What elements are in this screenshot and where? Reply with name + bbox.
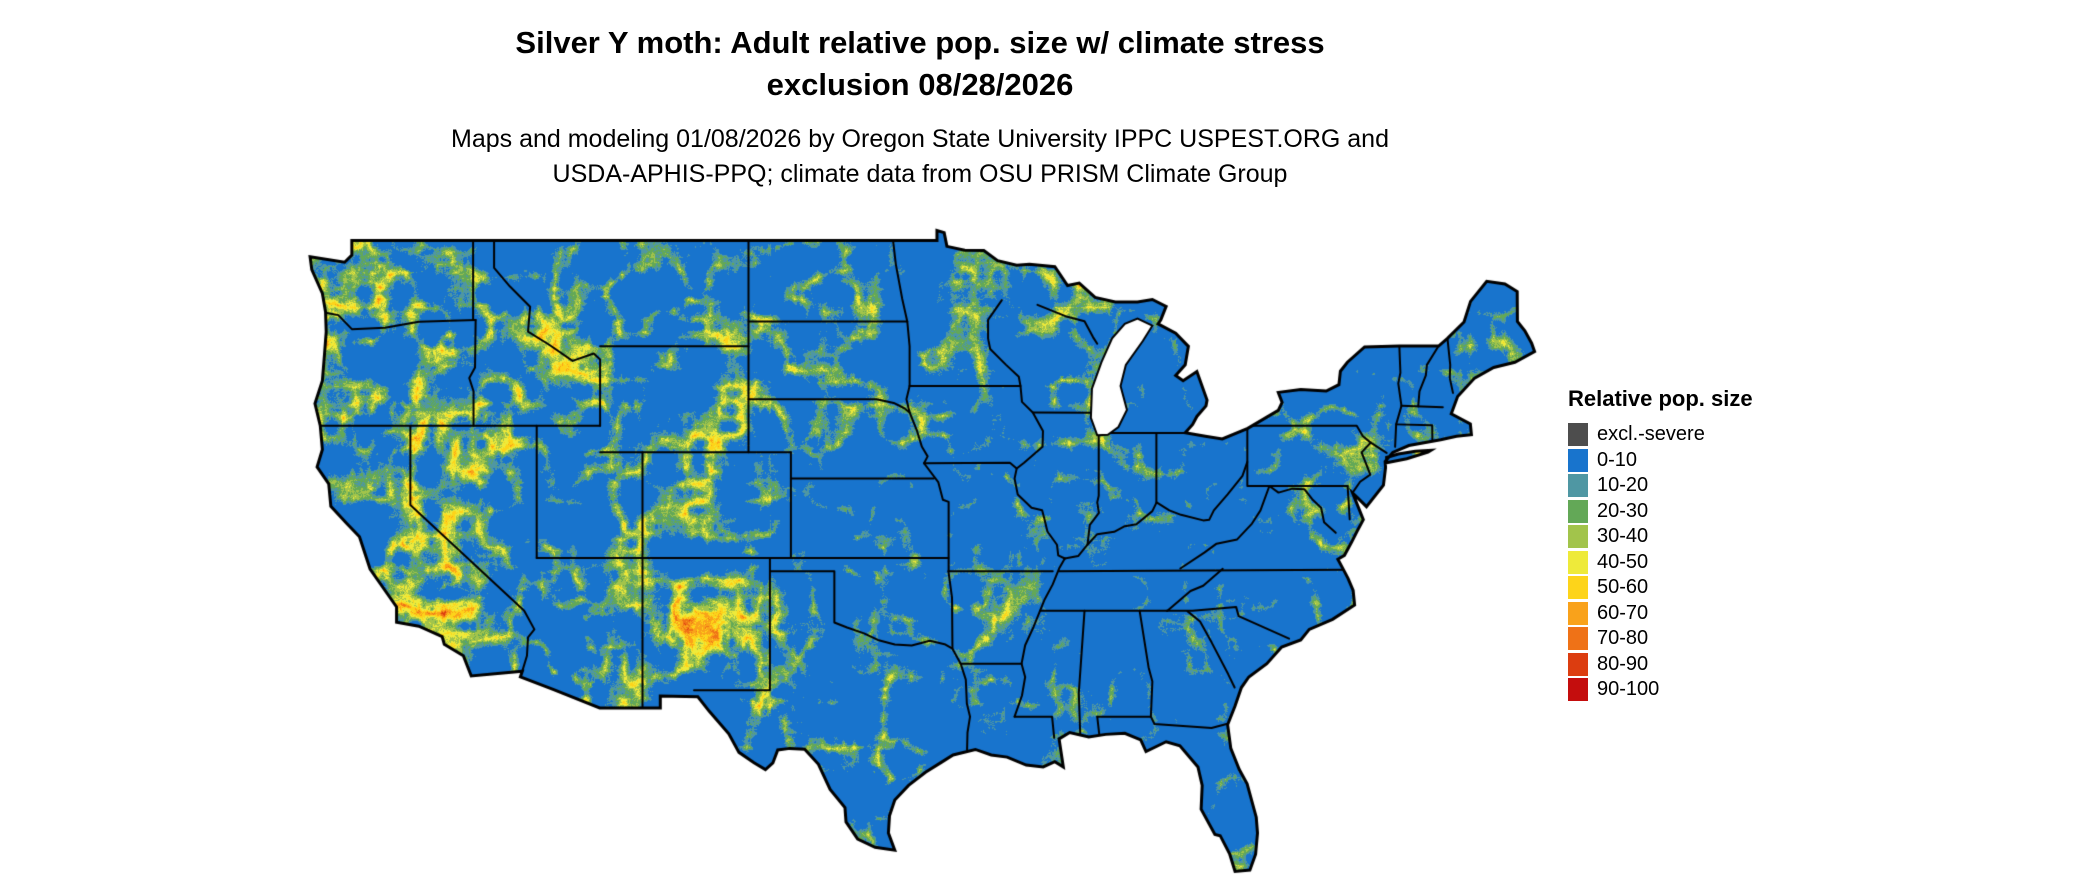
subtitle-line-1: Maps and modeling 01/08/2026 by Oregon S…: [451, 124, 1389, 153]
legend-label: 10-20: [1597, 474, 1649, 497]
legend-item: 40-50: [1568, 550, 1753, 576]
header: Silver Y moth: Adult relative pop. size …: [0, 22, 1840, 192]
page-subtitle: Maps and modeling 01/08/2026 by Oregon S…: [0, 122, 1840, 192]
legend-swatch: [1568, 423, 1588, 447]
legend-item: 30-40: [1568, 524, 1753, 550]
legend-swatch: [1568, 652, 1588, 676]
legend-item: 10-20: [1568, 473, 1753, 499]
legend-title: Relative pop. size: [1568, 386, 1753, 411]
legend-label: 0-10: [1597, 448, 1638, 471]
legend-swatch: [1568, 576, 1588, 600]
legend-label: 80-90: [1597, 652, 1649, 675]
legend-label: 40-50: [1597, 550, 1649, 573]
title-line-2: exclusion 08/28/2026: [766, 66, 1074, 102]
legend-item: 60-70: [1568, 601, 1753, 627]
legend-items: excl.-severe 0-10 10-20 20-30 30-40 40-50 50-6…: [1568, 422, 1753, 703]
page-title: Silver Y moth: Adult relative pop. size …: [0, 22, 1840, 106]
legend: Relative pop. size excl.-severe 0-10 10-20…: [1568, 386, 1753, 703]
legend-swatch: [1568, 550, 1588, 574]
legend-label: excl.-severe: [1597, 423, 1705, 446]
legend-swatch: [1568, 525, 1588, 549]
legend-label: 60-70: [1597, 601, 1649, 624]
legend-label: 90-100: [1597, 678, 1660, 701]
subtitle-line-2: USDA-APHIS-PPQ; climate data from OSU PR…: [552, 159, 1288, 188]
legend-item: 90-100: [1568, 677, 1753, 703]
legend-item: 50-60: [1568, 575, 1753, 601]
legend-label: 20-30: [1597, 499, 1649, 522]
legend-item: 70-80: [1568, 626, 1753, 652]
legend-swatch: [1568, 678, 1588, 702]
title-line-1: Silver Y moth: Adult relative pop. size …: [515, 25, 1325, 60]
legend-swatch: [1568, 601, 1588, 625]
legend-label: 50-60: [1597, 576, 1649, 599]
legend-label: 70-80: [1597, 627, 1649, 650]
legend-swatch: [1568, 448, 1588, 472]
legend-swatch: [1568, 627, 1588, 651]
legend-label: 30-40: [1597, 525, 1649, 548]
legend-swatch: [1568, 474, 1588, 498]
legend-item: 20-30: [1568, 499, 1753, 525]
legend-item: 0-10: [1568, 448, 1753, 474]
legend-item: excl.-severe: [1568, 422, 1753, 448]
legend-item: 80-90: [1568, 652, 1753, 678]
us-population-map: [298, 226, 1538, 890]
legend-swatch: [1568, 499, 1588, 523]
